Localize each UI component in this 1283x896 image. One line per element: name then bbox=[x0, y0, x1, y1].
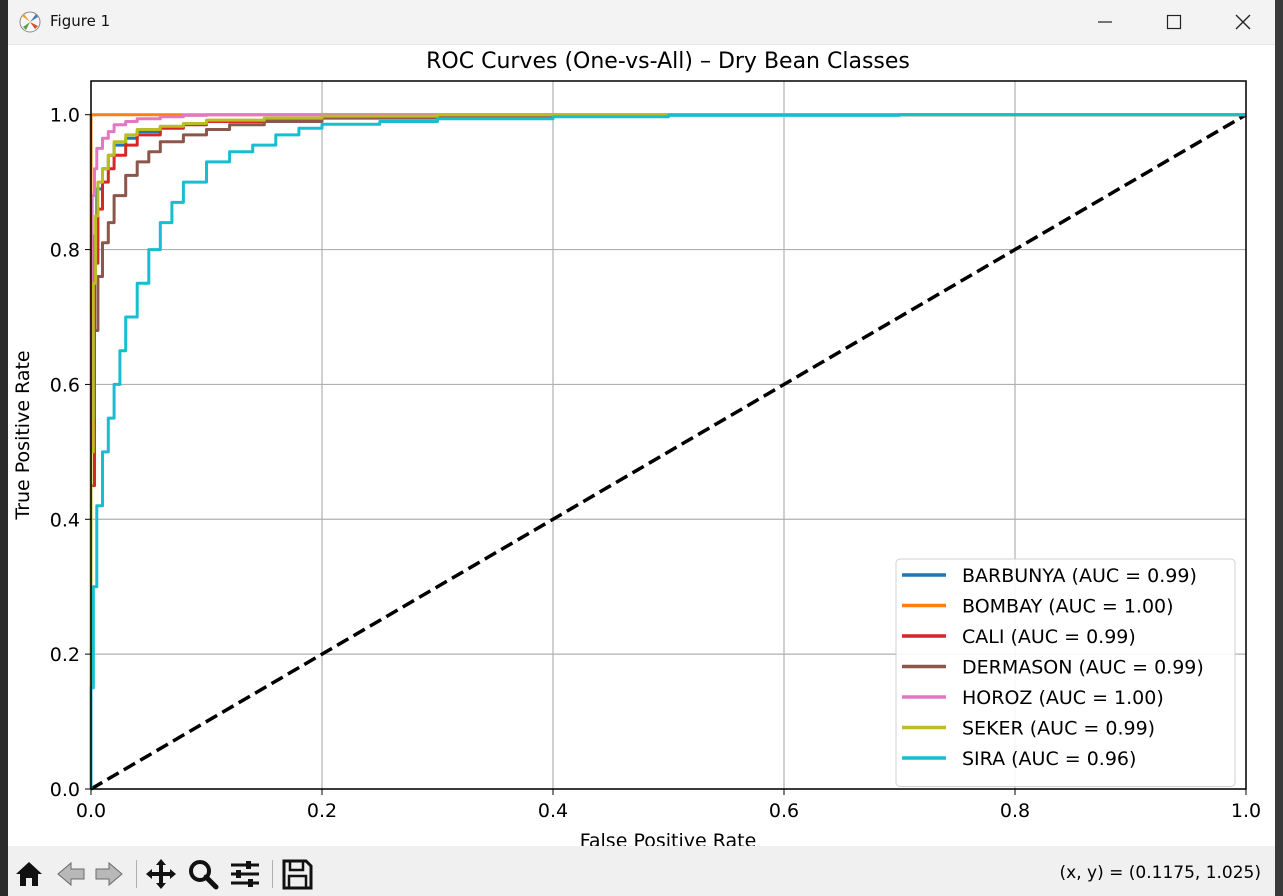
maximize-button[interactable] bbox=[1139, 0, 1209, 44]
y-tick-label: 1.0 bbox=[50, 105, 80, 127]
series-line-5 bbox=[89, 113, 1246, 789]
configure-subplots-icon[interactable] bbox=[228, 857, 262, 891]
y-axis: 0.0 0.2 0.4 0.6 0.8 1.0 bbox=[50, 105, 91, 801]
x-tick-label: 0.4 bbox=[538, 800, 568, 822]
toolbar-separator bbox=[272, 860, 273, 888]
y-tick-label: 0.8 bbox=[50, 240, 80, 262]
legend-label-6: SEKER (AUC = 0.99) bbox=[962, 718, 1155, 740]
legend-label-2: BOMBAY (AUC = 1.00) bbox=[962, 596, 1174, 618]
coordinate-readout: (x, y) = (0.1175, 1.025) bbox=[1059, 863, 1261, 883]
legend-label-5: HOROZ (AUC = 1.00) bbox=[962, 687, 1164, 709]
home-icon[interactable] bbox=[12, 857, 46, 891]
x-tick-label: 0.0 bbox=[76, 800, 106, 822]
minimize-icon bbox=[1098, 21, 1112, 23]
y-tick-label: 0.6 bbox=[50, 374, 80, 396]
legend-label-3: CALI (AUC = 0.99) bbox=[962, 626, 1136, 648]
zoom-icon[interactable] bbox=[186, 857, 220, 891]
x-tick-label: 0.2 bbox=[307, 800, 337, 822]
chance-diagonal-line bbox=[90, 113, 1247, 791]
plot-frame bbox=[90, 80, 1247, 790]
figure-canvas[interactable]: ROC Curves (One-vs-All) – Dry Bean Class… bbox=[8, 45, 1275, 846]
pan-icon[interactable] bbox=[144, 857, 178, 891]
matplotlib-icon bbox=[19, 11, 41, 33]
close-button[interactable] bbox=[1208, 0, 1275, 44]
navigation-toolbar: (x, y) = (0.1175, 1.025) bbox=[8, 846, 1275, 896]
x-tick-label: 0.8 bbox=[1000, 800, 1030, 822]
legend-label-4: DERMASON (AUC = 0.99) bbox=[962, 657, 1204, 679]
x-axis-label: False Positive Rate bbox=[580, 830, 757, 846]
y-tick-label: 0.4 bbox=[50, 509, 80, 531]
x-tick-label: 1.0 bbox=[1231, 800, 1261, 822]
y-axis-label: True Positive Rate bbox=[12, 350, 34, 520]
window-title: Figure 1 bbox=[50, 12, 111, 30]
roc-chart[interactable]: ROC Curves (One-vs-All) – Dry Bean Class… bbox=[8, 45, 1275, 846]
chart-title: ROC Curves (One-vs-All) – Dry Bean Class… bbox=[426, 49, 910, 74]
reference-line-group bbox=[90, 113, 1247, 791]
forward-arrow-icon[interactable] bbox=[92, 857, 126, 891]
legend-label-1: BARBUNYA (AUC = 0.99) bbox=[962, 565, 1197, 587]
close-icon bbox=[1235, 14, 1251, 30]
legend-label-7: SIRA (AUC = 0.96) bbox=[962, 748, 1136, 770]
back-arrow-icon[interactable] bbox=[54, 857, 88, 891]
series-line-7 bbox=[89, 113, 1246, 789]
figure-window: Figure 1 ROC Curves (One-vs-All) – Dry B… bbox=[8, 0, 1275, 896]
y-tick-label: 0.2 bbox=[50, 644, 80, 666]
title-bar[interactable]: Figure 1 bbox=[8, 0, 1275, 45]
x-axis: 0.0 0.2 0.4 0.6 0.8 1.0 bbox=[76, 789, 1261, 822]
background-window-edge bbox=[1275, 0, 1283, 896]
y-tick-label: 0.0 bbox=[50, 779, 80, 801]
toolbar-separator bbox=[136, 860, 137, 888]
legend: BARBUNYA (AUC = 0.99) BOMBAY (AUC = 1.00)… bbox=[895, 558, 1236, 787]
minimize-button[interactable] bbox=[1070, 0, 1140, 44]
x-tick-label: 0.6 bbox=[769, 800, 799, 822]
series-line-4 bbox=[89, 113, 1246, 789]
save-icon[interactable] bbox=[280, 857, 314, 891]
maximize-icon bbox=[1166, 14, 1182, 30]
legend-box bbox=[895, 558, 1236, 787]
series-line-6 bbox=[89, 113, 1246, 789]
